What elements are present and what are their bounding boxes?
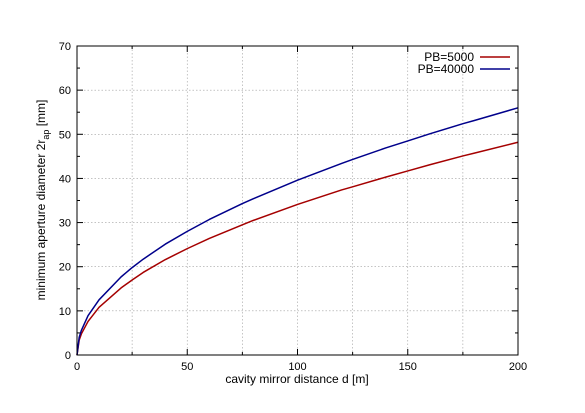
y-tick-label: 50	[59, 129, 71, 141]
legend-label-series-1: PB=5000	[424, 50, 474, 64]
y-tick-label: 10	[59, 306, 71, 318]
y-tick-label: 40	[59, 173, 71, 185]
y-axis-label-suffix: [mm]	[34, 100, 48, 130]
y-tick-label: 30	[59, 218, 71, 230]
data-series	[76, 107, 519, 356]
y-tick-label: 60	[59, 85, 71, 97]
legend-label-series-2: PB=40000	[418, 62, 475, 76]
x-tick-label: 100	[288, 361, 306, 373]
legend: PB=5000 PB=40000	[418, 50, 510, 76]
series-line-2	[76, 107, 519, 356]
grid	[77, 46, 518, 355]
y-tick-label: 0	[65, 350, 71, 362]
y-tick-label: 70	[59, 41, 71, 53]
y-axis-label: minimum aperture diameter 2rap [mm]	[34, 100, 51, 301]
y-tick-labels: 0 10 20 30 40 50 60 70	[59, 41, 71, 362]
x-tick-label: 200	[509, 361, 527, 373]
y-tick-label: 20	[59, 262, 71, 274]
y-axis-label-subscript: ap	[41, 130, 51, 140]
plot-area-frame	[76, 45, 519, 356]
x-tick-label: 150	[399, 361, 417, 373]
series-line-1	[76, 141, 519, 356]
y-axis-label-main: minimum aperture diameter 2r	[34, 140, 48, 301]
x-tick-label: 50	[181, 361, 193, 373]
x-axis-label: cavity mirror distance d [m]	[225, 372, 368, 386]
x-tick-labels: 0 50 100 150 200	[74, 361, 527, 373]
x-tick-label: 0	[74, 361, 80, 373]
